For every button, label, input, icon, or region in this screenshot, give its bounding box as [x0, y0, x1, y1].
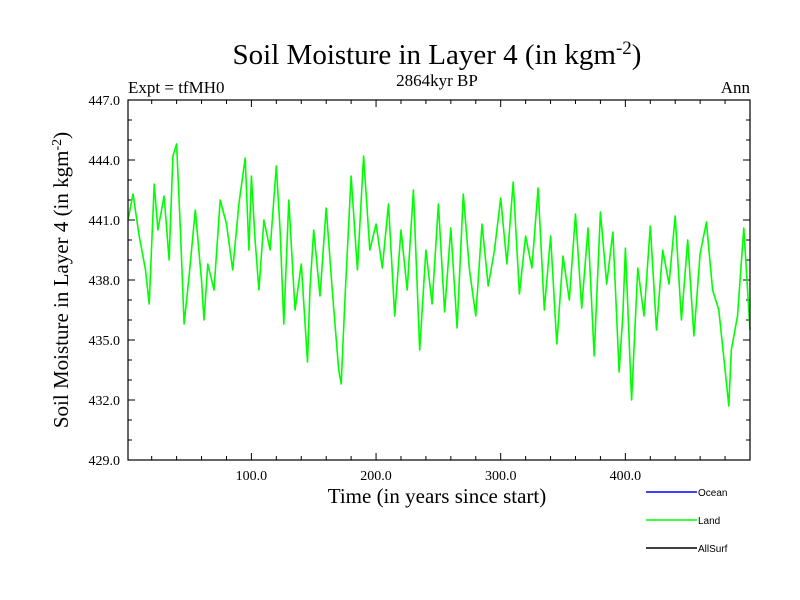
- legend-label-ocean: Ocean: [698, 488, 727, 499]
- y-tick-label: 435.0: [89, 334, 121, 349]
- chart-title: Soil Moisture in Layer 4 (in kgm-2): [233, 38, 642, 72]
- legend-label-allsurf: AllSurf: [698, 544, 728, 555]
- x-tick-label: 400.0: [610, 469, 642, 484]
- x-axis-label: Time (in years since start): [328, 484, 547, 508]
- y-tick-label: 429.0: [89, 454, 121, 469]
- experiment-label: Expt = tfMH0: [128, 78, 224, 97]
- y-tick-label: 447.0: [89, 94, 121, 109]
- y-tick-label: 432.0: [89, 394, 121, 409]
- x-tick-label: 200.0: [360, 469, 392, 484]
- series-area: [127, 143, 751, 407]
- legend-label-land: Land: [698, 516, 720, 527]
- season-label: Ann: [721, 78, 751, 97]
- legend: Ocean Land AllSurf: [646, 488, 728, 555]
- y-tick-label: 438.0: [89, 274, 121, 289]
- plot-frame: [127, 99, 751, 461]
- x-tick-label: 300.0: [485, 469, 517, 484]
- chart-subtitle: 2864kyr BP: [396, 71, 478, 90]
- x-tick-label: 100.0: [236, 469, 268, 484]
- y-axis-label: Soil Moisture in Layer 4 (in kgm-2): [49, 132, 73, 428]
- y-tick-label: 441.0: [89, 214, 121, 229]
- series-line-land: [127, 143, 751, 407]
- y-tick-label: 444.0: [89, 154, 121, 169]
